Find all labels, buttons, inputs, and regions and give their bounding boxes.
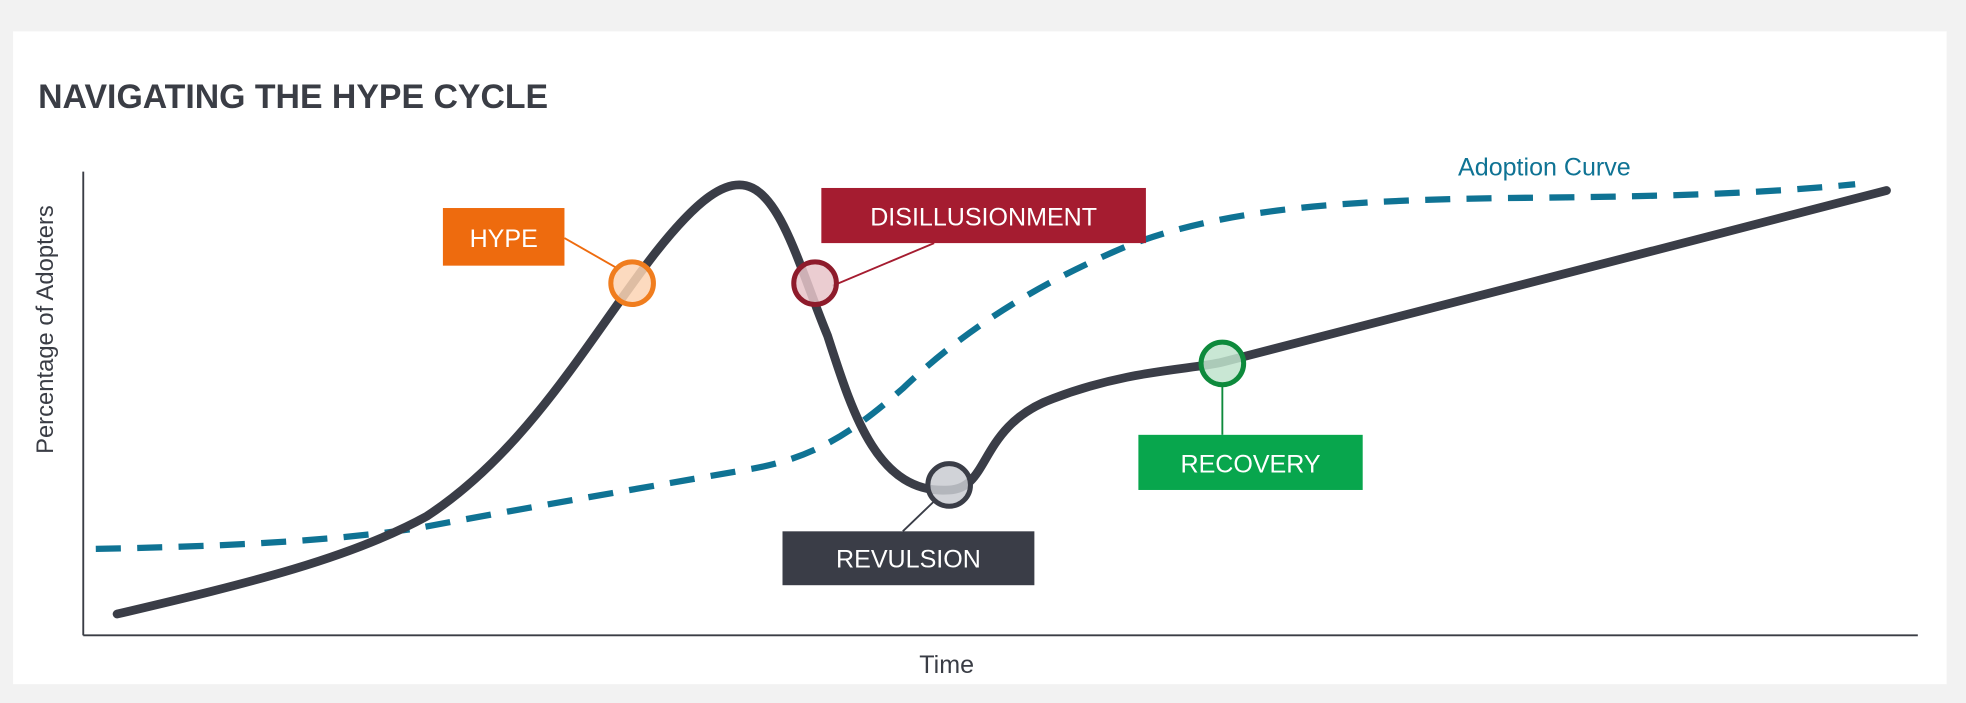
recovery-marker (1198, 339, 1247, 388)
revulsion-marker (925, 461, 973, 509)
hype-connector (563, 237, 618, 269)
disillusionment-connector (832, 242, 935, 287)
x-axis-label: Time (919, 651, 974, 679)
card (13, 31, 1947, 685)
hype-label-text: HYPE (470, 225, 538, 253)
disillusionment-marker (791, 259, 839, 308)
recovery-label: RECOVERY (1138, 434, 1363, 490)
revulsion-connector (902, 500, 935, 533)
disillusionment-label-text: DISILLUSIONMENT (870, 204, 1097, 232)
adoption-curve (95, 181, 1856, 552)
recovery-label-text: RECOVERY (1180, 450, 1320, 478)
diagram-title: NAVIGATING THE HYPE CYCLE (38, 78, 548, 116)
disillusionment-label: DISILLUSIONMENT (821, 187, 1146, 244)
hype-marker (608, 259, 656, 308)
hype-curve (112, 180, 1891, 619)
hype-label: HYPE (442, 208, 565, 266)
y-axis-label: Percentage of Adopters (32, 205, 59, 454)
adoption-curve-label: Adoption Curve (1458, 153, 1631, 181)
revulsion-label: REVULSION (782, 531, 1035, 586)
revulsion-label-text: REVULSION (836, 546, 981, 574)
